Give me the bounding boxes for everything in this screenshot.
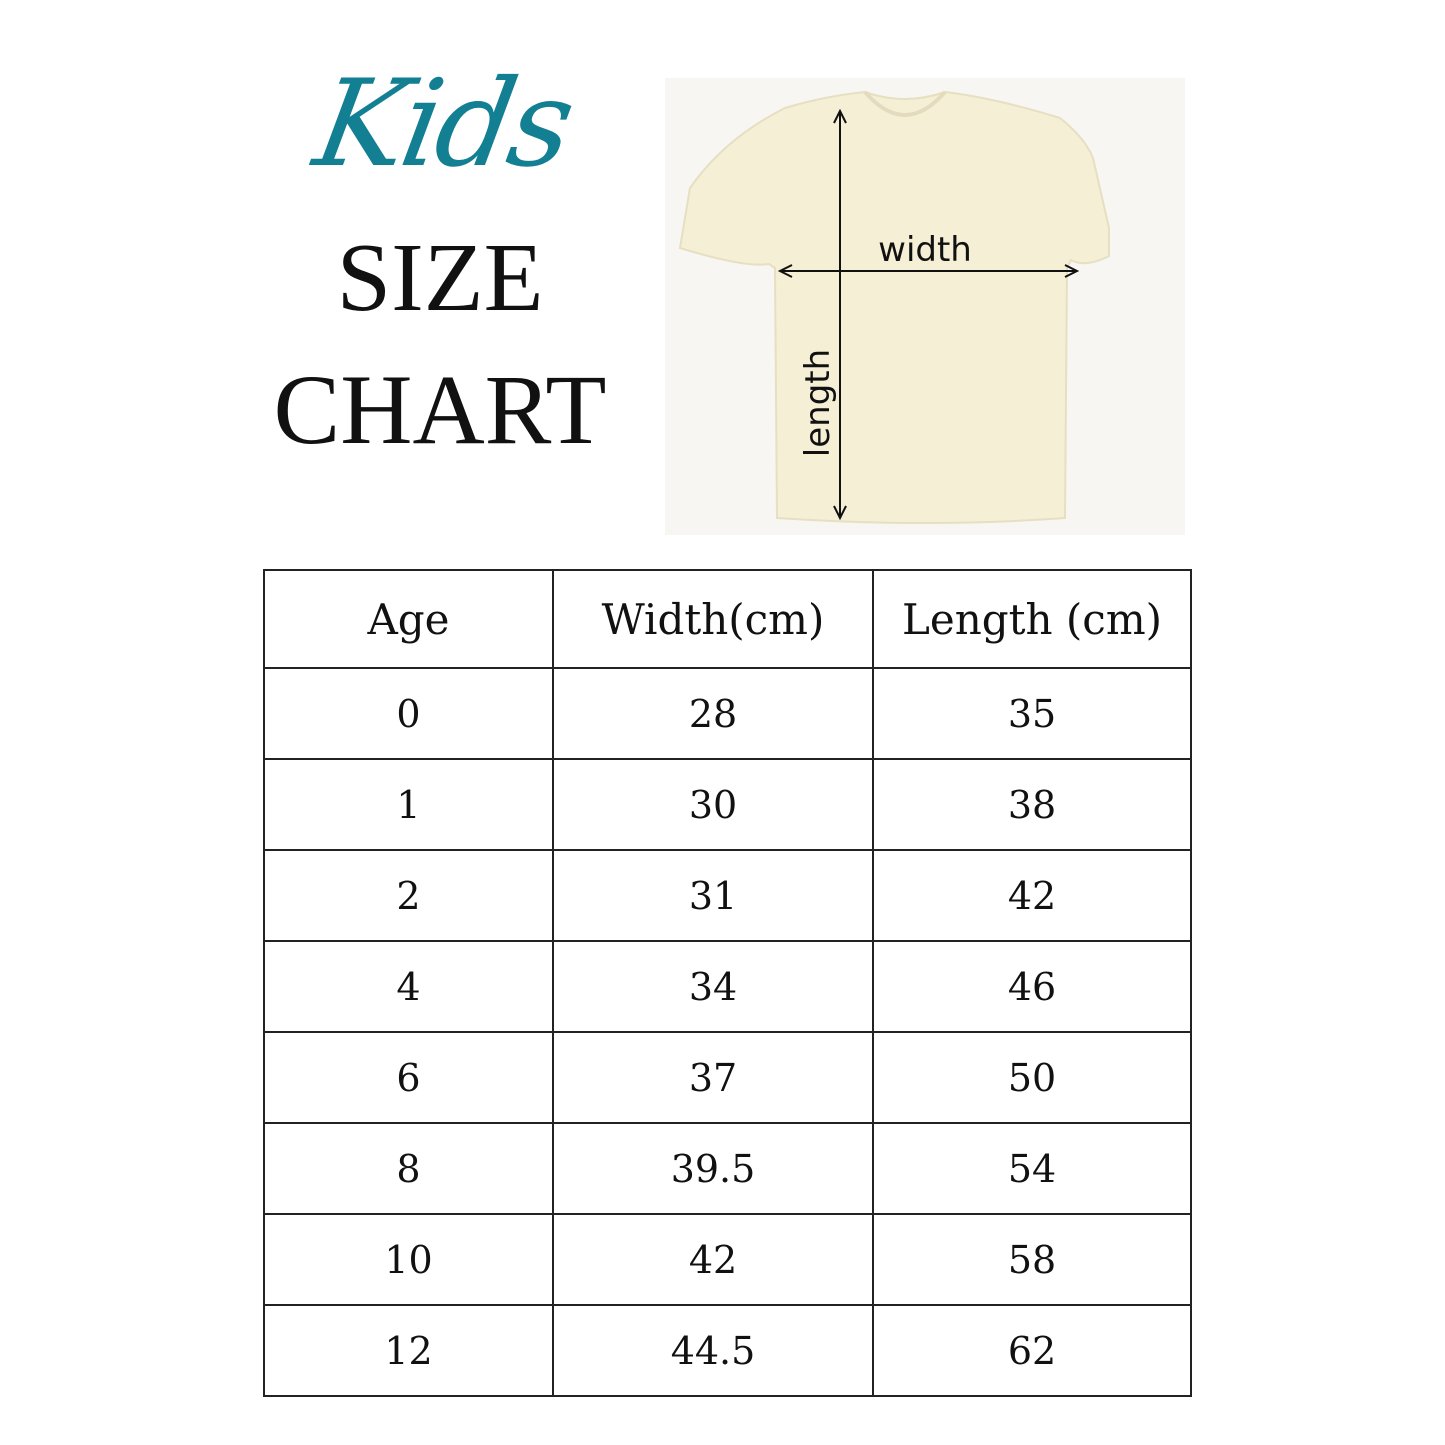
length-cell: 38 bbox=[872, 758, 1192, 851]
width-cell: 31 bbox=[552, 849, 874, 942]
table-row: 1 30 38 bbox=[263, 758, 1192, 851]
width-cell: 42 bbox=[552, 1213, 874, 1306]
length-cell: 62 bbox=[872, 1304, 1192, 1397]
width-cell: 30 bbox=[552, 758, 874, 851]
width-label: width bbox=[878, 230, 972, 270]
age-cell: 6 bbox=[263, 1031, 554, 1124]
table-row: 10 42 58 bbox=[263, 1213, 1192, 1306]
tshirt-measurement-diagram: width length bbox=[665, 78, 1185, 535]
title-size: SIZE bbox=[336, 224, 544, 332]
length-cell: 58 bbox=[872, 1213, 1192, 1306]
length-arrowheads bbox=[833, 108, 847, 521]
age-cell: 10 bbox=[263, 1213, 554, 1306]
column-header-length: Length (cm) bbox=[872, 569, 1192, 669]
age-cell: 0 bbox=[263, 667, 554, 760]
length-cell: 46 bbox=[872, 940, 1192, 1033]
collar bbox=[863, 90, 947, 117]
table-row: 2 31 42 bbox=[263, 849, 1192, 942]
age-cell: 4 bbox=[263, 940, 554, 1033]
age-cell: 8 bbox=[263, 1122, 554, 1215]
length-cell: 54 bbox=[872, 1122, 1192, 1215]
width-cell: 34 bbox=[552, 940, 874, 1033]
column-header-age: Age bbox=[263, 569, 554, 669]
title-chart: CHART bbox=[273, 354, 607, 465]
width-cell: 28 bbox=[552, 667, 874, 760]
width-cell: 37 bbox=[552, 1031, 874, 1124]
table-row: 0 28 35 bbox=[263, 667, 1192, 760]
table-row: 4 34 46 bbox=[263, 940, 1192, 1033]
table-row: 6 37 50 bbox=[263, 1031, 1192, 1124]
kids-script-title: Kids bbox=[305, 55, 581, 194]
table-header-row: Age Width(cm) Length (cm) bbox=[263, 569, 1192, 669]
age-cell: 12 bbox=[263, 1304, 554, 1397]
length-cell: 35 bbox=[872, 667, 1192, 760]
table-row: 12 44.5 62 bbox=[263, 1304, 1192, 1397]
column-header-width: Width(cm) bbox=[552, 569, 874, 669]
age-cell: 1 bbox=[263, 758, 554, 851]
length-label: length bbox=[798, 349, 838, 457]
length-cell: 42 bbox=[872, 849, 1192, 942]
width-cell: 39.5 bbox=[552, 1122, 874, 1215]
age-cell: 2 bbox=[263, 849, 554, 942]
length-cell: 50 bbox=[872, 1031, 1192, 1124]
tshirt-shape bbox=[678, 90, 1110, 524]
width-cell: 44.5 bbox=[552, 1304, 874, 1397]
width-arrowheads bbox=[777, 264, 1080, 278]
table-row: 8 39.5 54 bbox=[263, 1122, 1192, 1215]
